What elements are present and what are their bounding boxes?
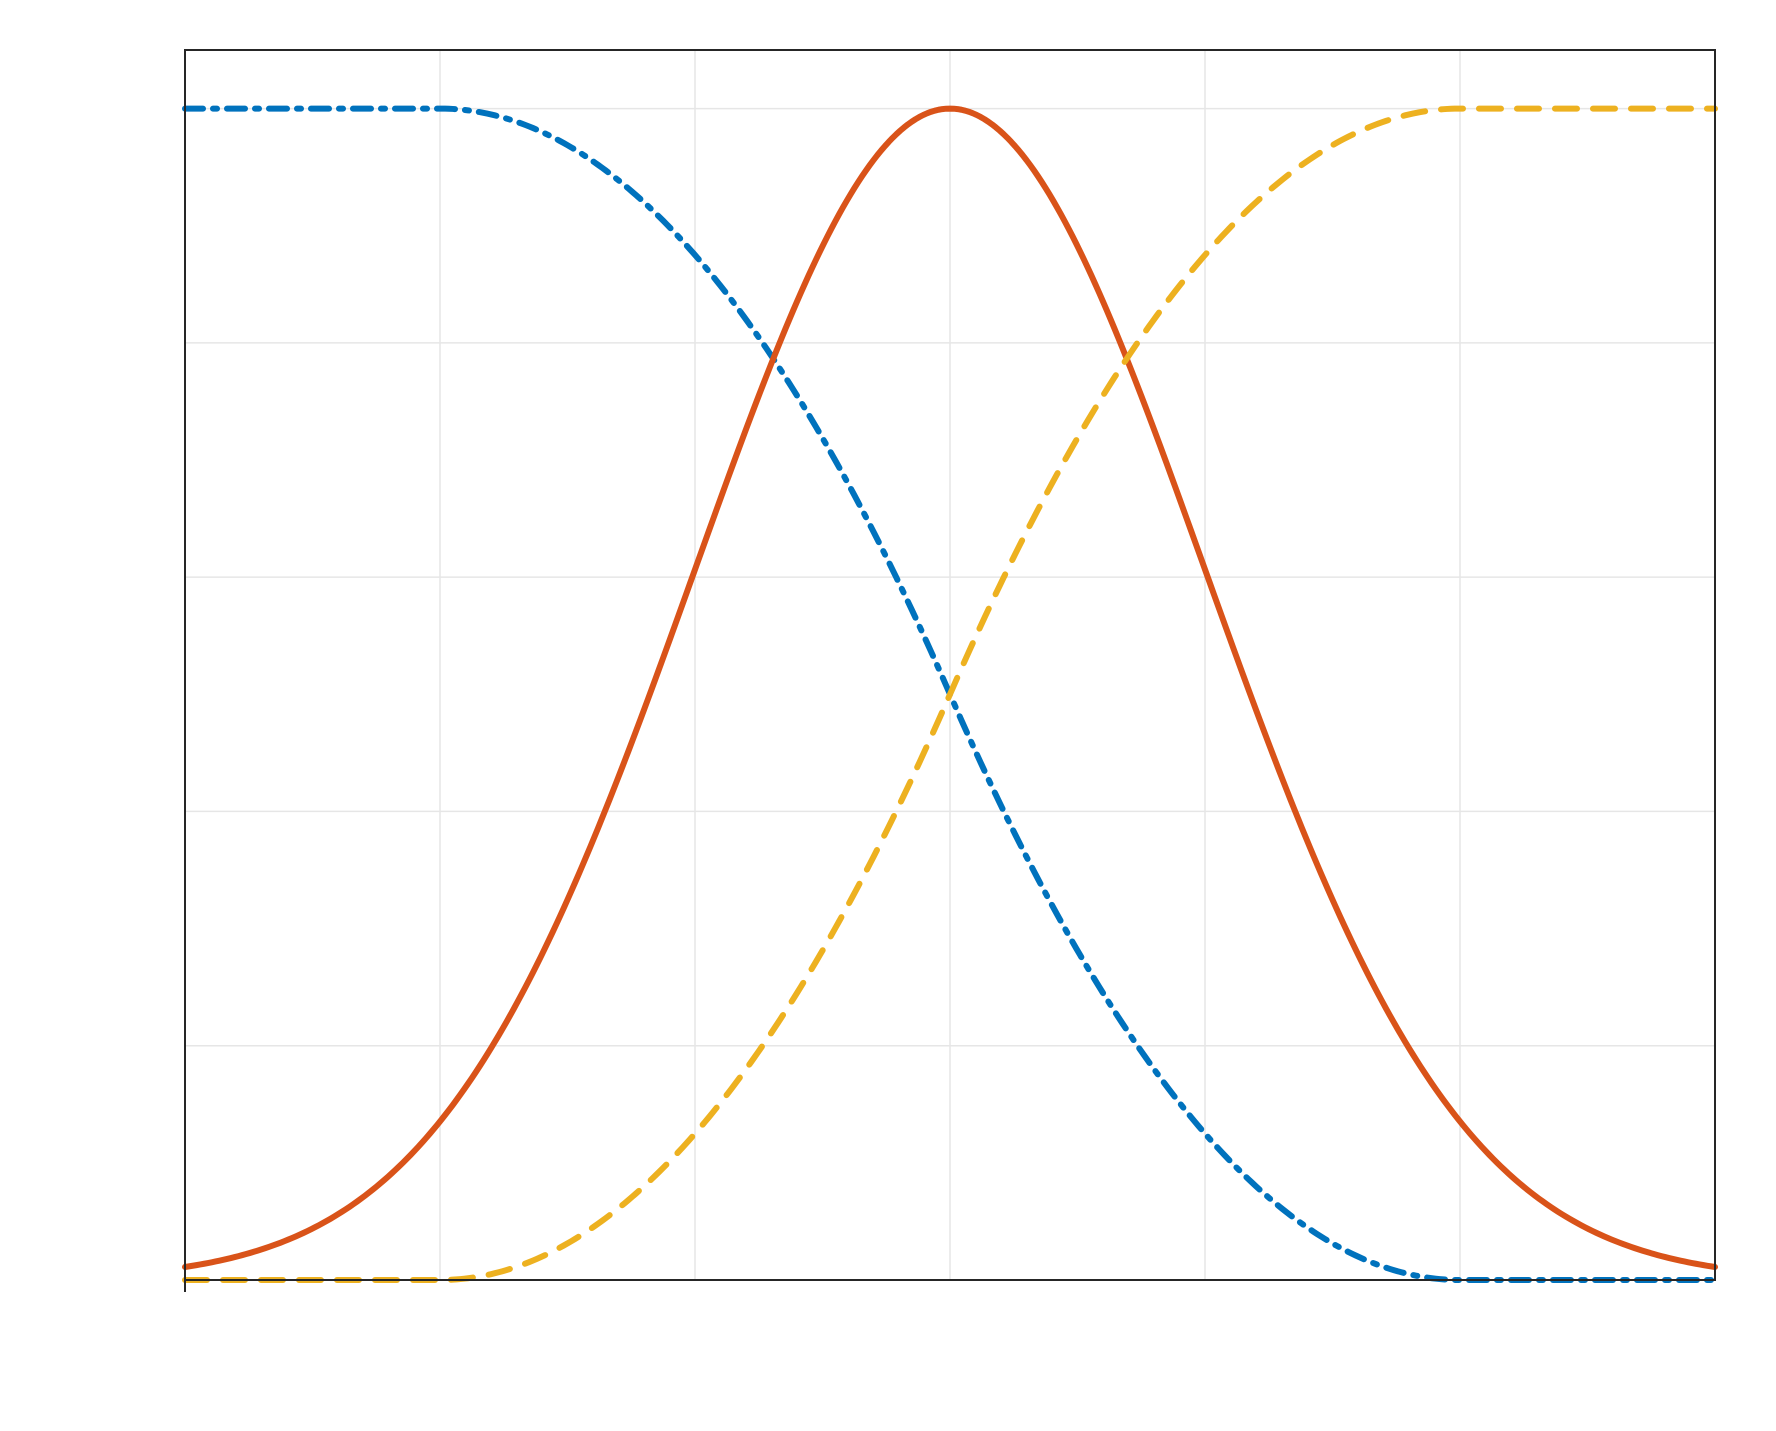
chart-svg	[0, 0, 1776, 1431]
membership-chart	[0, 0, 1776, 1431]
